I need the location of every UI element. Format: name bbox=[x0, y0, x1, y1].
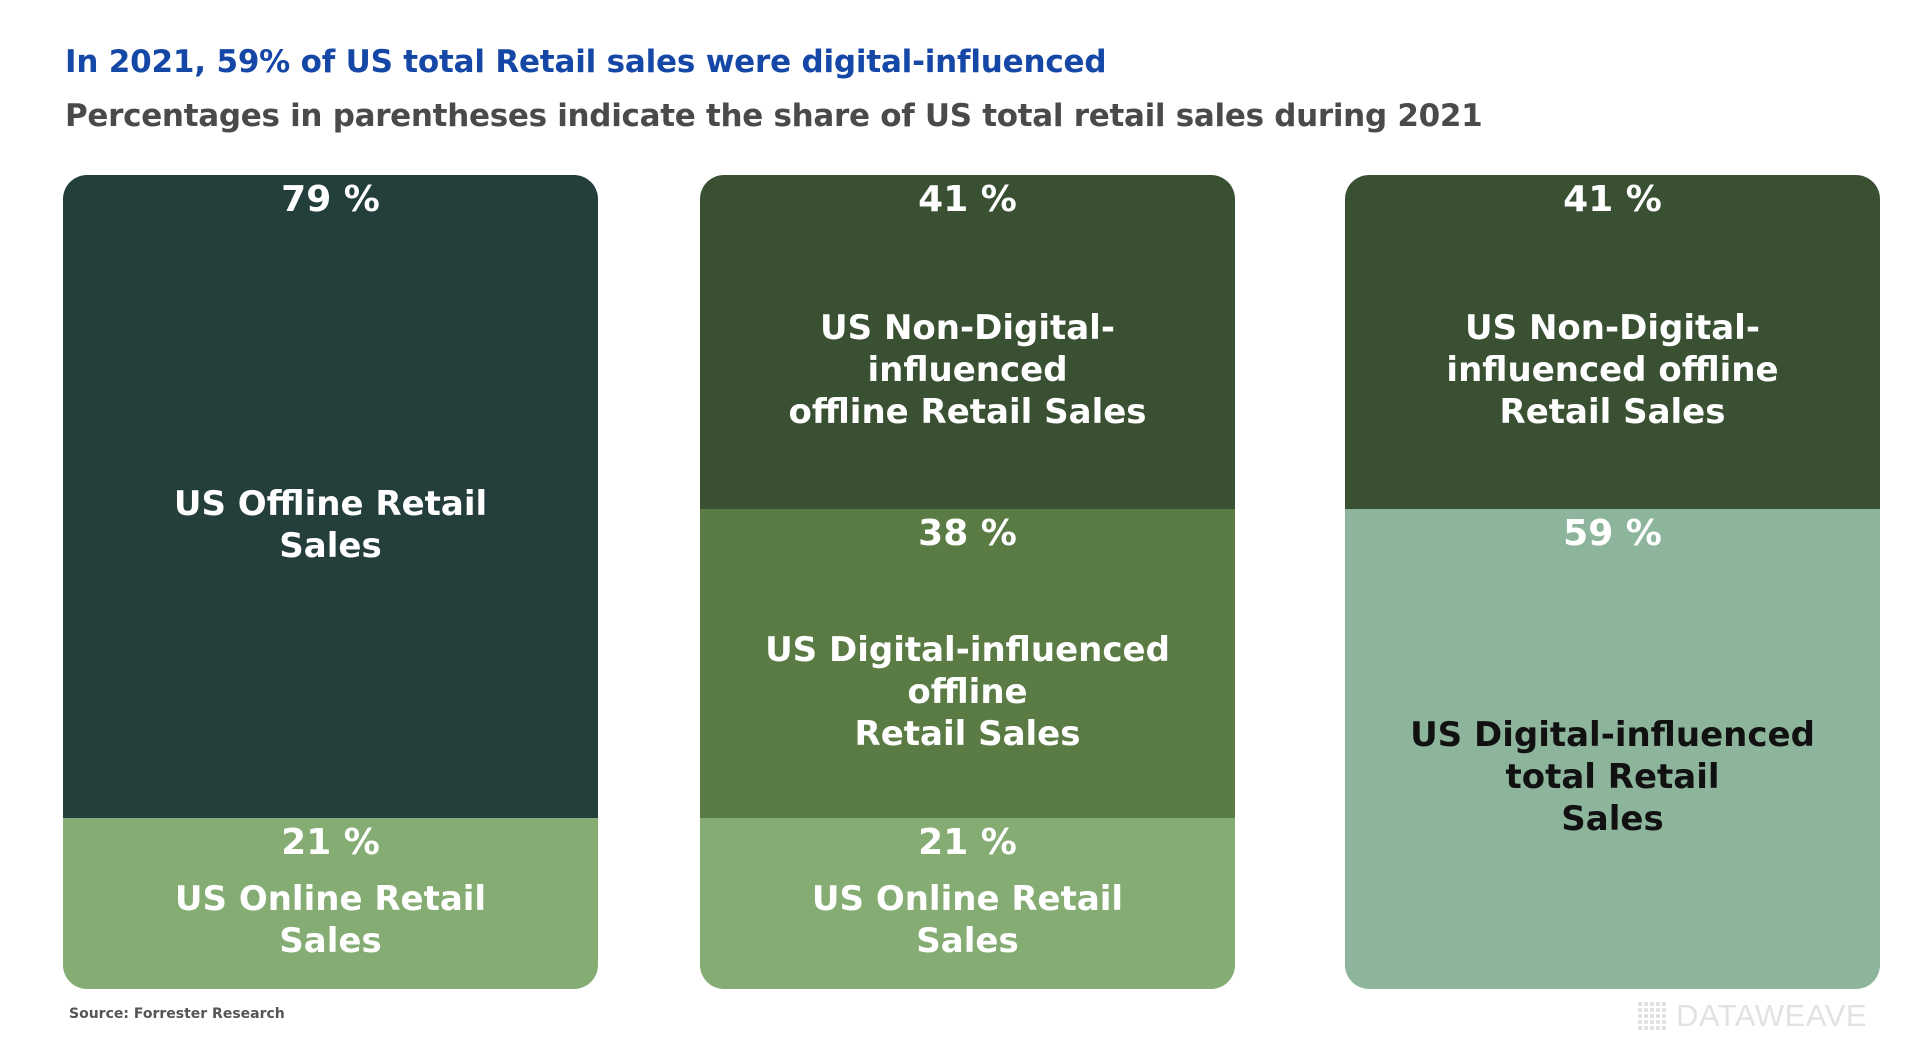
bar-segment: 21 % US Online Retail Sales bbox=[63, 818, 598, 989]
bar-segment: 79 % US Offline Retail Sales bbox=[63, 175, 598, 818]
segment-percent-label: 79 % bbox=[281, 179, 380, 220]
segment-percent-label: 21 % bbox=[918, 822, 1017, 863]
segment-percent-label: 41 % bbox=[1563, 179, 1662, 220]
bar-segment: 41 % US Non-Digital- influenced offline R… bbox=[1345, 175, 1880, 509]
segment-label: US Online Retail Sales bbox=[811, 879, 1124, 961]
segment-label: US Non-Digital- influenced offline Retai… bbox=[788, 308, 1147, 432]
dataweave-logo: DATAWEAVE bbox=[1638, 998, 1867, 1034]
segment-label: US Offline Retail Sales bbox=[173, 484, 488, 566]
segment-percent-label: 41 % bbox=[918, 179, 1017, 220]
chart-title: In 2021, 59% of US total Retail sales we… bbox=[65, 44, 1107, 80]
segment-label: US Non-Digital- influenced offline Retai… bbox=[1446, 308, 1779, 432]
bar-segment: 21 % US Online Retail Sales bbox=[700, 818, 1235, 989]
brand-name: DATAWEAVE bbox=[1676, 998, 1868, 1033]
source-note: Source: Forrester Research bbox=[69, 1006, 285, 1022]
stacked-column-2: 41 % US Non-Digital- influenced offline R… bbox=[700, 175, 1235, 989]
stacked-column-1: 79 % US Offline Retail Sales 21 % US Online… bbox=[63, 175, 598, 989]
logo-dots-icon bbox=[1638, 1002, 1666, 1030]
bar-segment: 41 % US Non-Digital- influenced offline R… bbox=[700, 175, 1235, 509]
segment-label: US Online Retail Sales bbox=[174, 879, 487, 961]
bar-segment: 38 % US Digital-influenced offline Retail… bbox=[700, 509, 1235, 818]
stacked-column-3: 41 % US Non-Digital- influenced offline R… bbox=[1345, 175, 1880, 989]
bar-segment: 59 % US Digital-influenced total Retail S… bbox=[1345, 509, 1880, 989]
segment-label: US Digital-influenced total Retail Sales bbox=[1410, 715, 1815, 839]
segment-label: US Digital-influenced offline Retail Sal… bbox=[765, 630, 1170, 754]
chart-subtitle: Percentages in parentheses indicate the … bbox=[65, 98, 1483, 134]
segment-percent-label: 21 % bbox=[281, 822, 380, 863]
segment-percent-label: 59 % bbox=[1563, 513, 1662, 554]
segment-percent-label: 38 % bbox=[918, 513, 1017, 554]
